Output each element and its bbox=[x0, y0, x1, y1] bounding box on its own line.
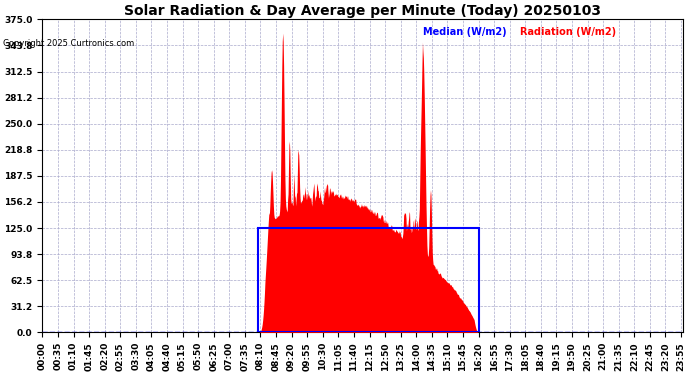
Text: Radiation (W/m2): Radiation (W/m2) bbox=[520, 27, 615, 37]
Bar bbox=[258, 228, 479, 332]
Text: Copyright 2025 Curtronics.com: Copyright 2025 Curtronics.com bbox=[3, 39, 135, 48]
Text: Median (W/m2): Median (W/m2) bbox=[424, 27, 507, 37]
Title: Solar Radiation & Day Average per Minute (Today) 20250103: Solar Radiation & Day Average per Minute… bbox=[124, 4, 601, 18]
